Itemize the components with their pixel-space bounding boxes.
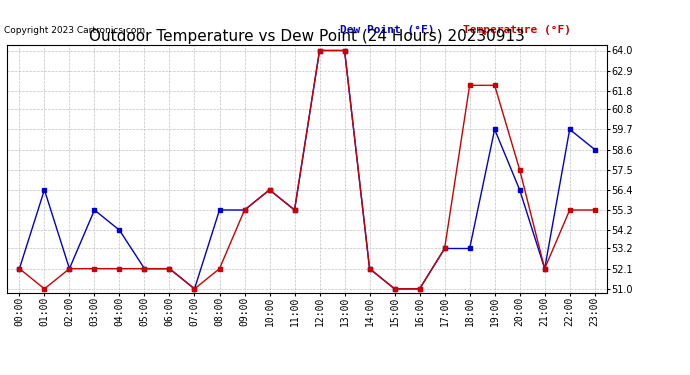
Text: Temperature (°F): Temperature (°F) xyxy=(463,25,571,35)
Title: Outdoor Temperature vs Dew Point (24 Hours) 20230913: Outdoor Temperature vs Dew Point (24 Hou… xyxy=(89,29,525,44)
Text: Copyright 2023 Cartronics.com: Copyright 2023 Cartronics.com xyxy=(4,26,145,35)
Text: Dew Point (°F): Dew Point (°F) xyxy=(340,25,435,35)
